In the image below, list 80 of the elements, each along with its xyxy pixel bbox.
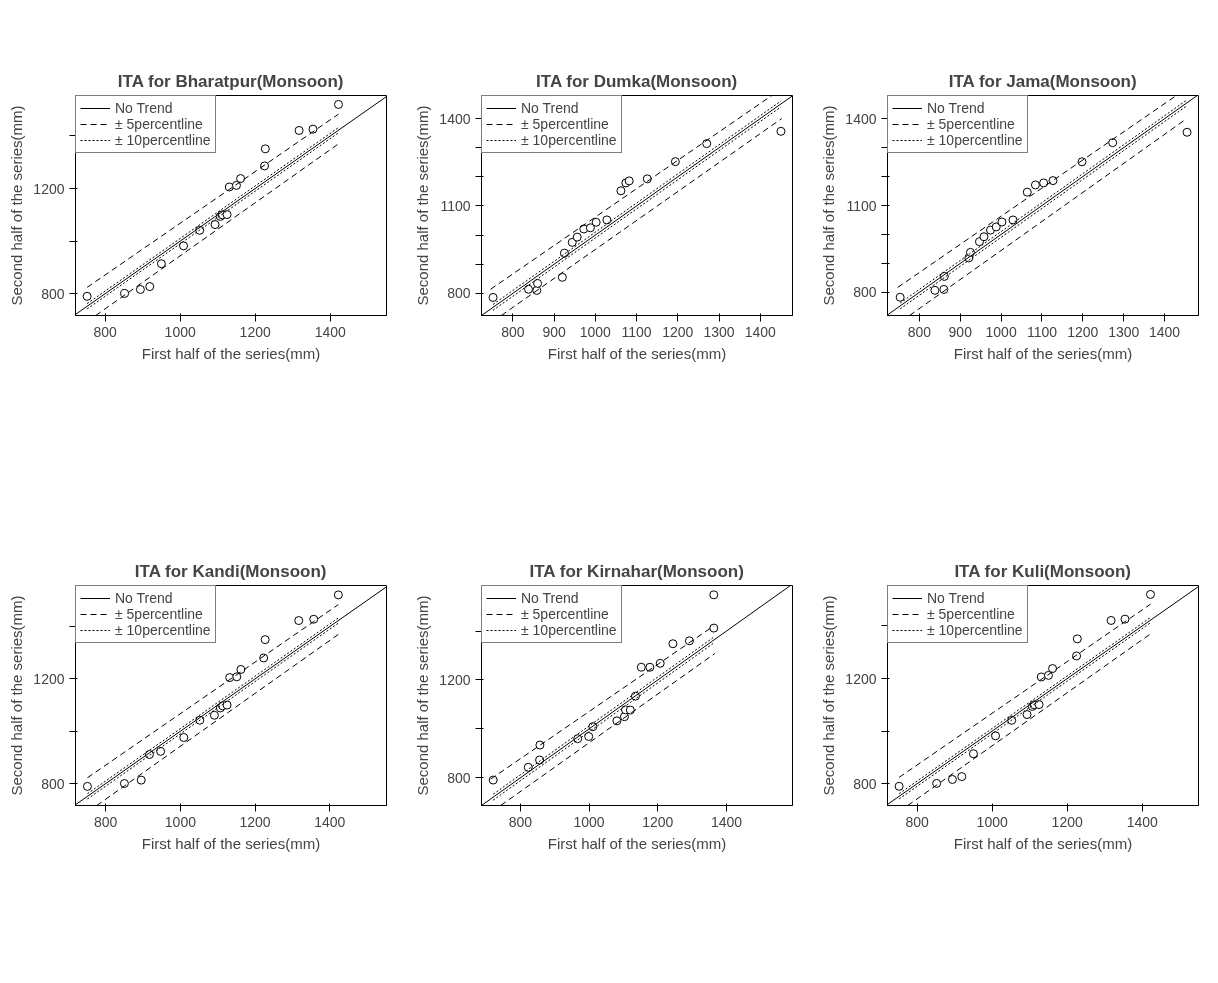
- legend-label: ± 10percentline: [115, 622, 211, 638]
- legend-label: ± 10percentline: [927, 132, 1023, 148]
- x-tick-label: 1200: [239, 323, 271, 340]
- x-tick-label: 800: [94, 813, 118, 830]
- y-tick-label: 800: [447, 285, 471, 302]
- y-tick-label: 800: [41, 285, 65, 302]
- x-axis-title: First half of the series(mm): [547, 834, 727, 852]
- x-tick-label: 1200: [239, 813, 271, 830]
- y-tick-label: 1200: [33, 670, 65, 687]
- y-tick-label: 1400: [439, 110, 471, 127]
- x-tick-label: 1100: [621, 323, 652, 340]
- x-tick-label: 1000: [164, 323, 196, 340]
- x-tick-label: 1000: [579, 323, 612, 340]
- x-tick-label: 1400: [1149, 323, 1181, 340]
- y-tick-label: 1200: [439, 671, 471, 688]
- legend-label: ± 5percentline: [927, 116, 1015, 132]
- x-tick-label: 1000: [976, 813, 1008, 830]
- legend-label: ± 10percentline: [521, 132, 617, 148]
- legend-label: ± 5percentline: [521, 606, 609, 622]
- x-tick-label: 1400: [710, 813, 743, 830]
- x-tick-label: 900: [542, 323, 566, 340]
- x-axis-title: First half of the series(mm): [141, 344, 321, 362]
- y-tick-label: 800: [447, 769, 471, 786]
- chart-title: ITA for Kandi(Monsoon): [134, 561, 327, 581]
- chart-title: ITA for Dumka(Monsoon): [536, 71, 738, 91]
- y-tick-label: 1100: [440, 197, 471, 214]
- legend-label: No Trend: [115, 100, 173, 116]
- x-tick-label: 1300: [1108, 323, 1140, 340]
- legend-label: ± 10percentline: [115, 132, 211, 148]
- y-tick-label: 1200: [33, 180, 65, 197]
- x-tick-label: 1200: [642, 813, 674, 830]
- legend-label: ± 5percentline: [115, 116, 203, 132]
- x-tick-label: 1200: [1051, 813, 1083, 830]
- x-axis-title: First half of the series(mm): [141, 834, 321, 852]
- y-tick-label: 1200: [845, 670, 877, 687]
- y-tick-label: 800: [853, 775, 877, 792]
- x-tick-label: 900: [948, 323, 973, 340]
- x-tick-label: 1000: [164, 813, 197, 830]
- chart-title: ITA for Jama(Monsoon): [948, 71, 1137, 91]
- y-axis-title: Second half of the series(mm): [8, 595, 26, 796]
- legend-label: No Trend: [521, 590, 579, 606]
- x-tick-label: 1400: [744, 323, 777, 340]
- x-tick-label: 1400: [1126, 813, 1159, 830]
- x-tick-label: 800: [508, 813, 533, 830]
- legend-label: ± 5percentline: [927, 606, 1015, 622]
- y-axis-title: Second half of the series(mm): [820, 595, 838, 796]
- chart-title: ITA for Bharatpur(Monsoon): [117, 71, 344, 91]
- legend-label: No Trend: [115, 590, 173, 606]
- x-tick-label: 1400: [314, 813, 346, 830]
- y-tick-label: 800: [41, 775, 65, 792]
- x-tick-label: 1400: [314, 323, 347, 340]
- legend-label: ± 5percentline: [521, 116, 609, 132]
- x-tick-label: 800: [93, 323, 118, 340]
- x-tick-label: 1200: [662, 323, 694, 340]
- x-axis-title: First half of the series(mm): [953, 344, 1133, 362]
- legend-label: ± 10percentline: [927, 622, 1023, 638]
- x-tick-label: 1200: [1067, 323, 1099, 340]
- y-axis-title: Second half of the series(mm): [8, 105, 26, 306]
- x-tick-label: 1100: [1026, 323, 1058, 340]
- y-tick-label: 800: [853, 284, 877, 301]
- legend-label: No Trend: [927, 100, 985, 116]
- legend-label: No Trend: [521, 100, 579, 116]
- x-tick-label: 1000: [985, 323, 1017, 340]
- x-tick-label: 1300: [703, 323, 735, 340]
- x-tick-label: 800: [501, 323, 525, 340]
- legend-label: ± 5percentline: [115, 606, 203, 622]
- chart-title: ITA for Kuli(Monsoon): [954, 561, 1131, 581]
- y-axis-title: Second half of the series(mm): [820, 105, 838, 306]
- legend-label: ± 10percentline: [521, 622, 617, 638]
- y-tick-label: 1400: [845, 110, 877, 127]
- x-tick-label: 1000: [573, 813, 605, 830]
- legend-label: No Trend: [927, 590, 985, 606]
- x-axis-title: First half of the series(mm): [953, 834, 1133, 852]
- x-tick-label: 800: [907, 323, 932, 340]
- y-tick-label: 1100: [846, 197, 877, 214]
- y-axis-title: Second half of the series(mm): [414, 595, 432, 796]
- x-axis-title: First half of the series(mm): [547, 344, 727, 362]
- x-tick-label: 800: [905, 813, 930, 830]
- chart-title: ITA for Kirnahar(Monsoon): [529, 561, 744, 581]
- y-axis-title: Second half of the series(mm): [414, 105, 432, 306]
